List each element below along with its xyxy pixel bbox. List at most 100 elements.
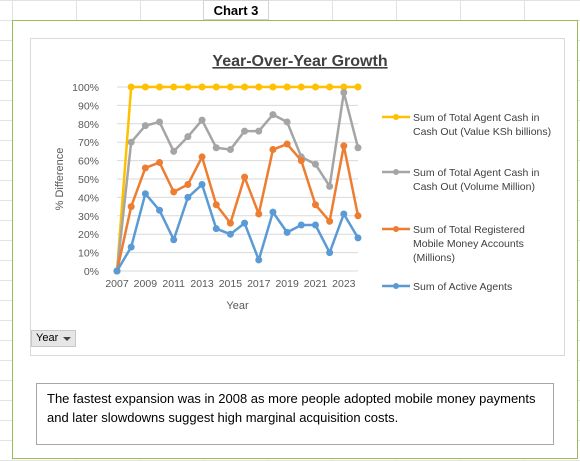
year-filter-button[interactable]: Year xyxy=(31,330,76,347)
series-line xyxy=(115,183,360,272)
data-point xyxy=(127,203,135,211)
data-point xyxy=(198,116,206,124)
legend-marker xyxy=(393,226,399,232)
data-point xyxy=(170,188,178,196)
data-point xyxy=(326,83,334,91)
data-point xyxy=(255,256,263,264)
chart-label-cell[interactable]: Chart 3 xyxy=(203,0,269,20)
data-point xyxy=(212,83,220,91)
data-point xyxy=(269,83,277,91)
data-point xyxy=(241,127,249,135)
x-tick-label: 2013 xyxy=(190,278,214,290)
x-tick-label: 2021 xyxy=(304,278,328,290)
x-tick-label: 2015 xyxy=(219,278,243,290)
x-axis-label: Year xyxy=(226,300,249,312)
data-point xyxy=(283,228,291,236)
data-point xyxy=(226,219,234,227)
y-tick-label: 70% xyxy=(78,137,99,149)
data-point xyxy=(156,206,164,214)
y-tick-label: 90% xyxy=(78,100,99,112)
y-tick-label: 10% xyxy=(78,248,99,260)
y-tick-label: 20% xyxy=(78,229,99,241)
dropdown-arrow-icon xyxy=(63,337,71,341)
data-point xyxy=(340,89,348,97)
data-point xyxy=(226,146,234,154)
data-point xyxy=(212,225,220,233)
data-point xyxy=(354,234,362,242)
line-chart: Year-Over-Year Growth 0% 10% 20% 30% 40% 50% 60… xyxy=(54,53,551,312)
y-tick-label: 80% xyxy=(78,119,99,131)
data-point xyxy=(184,133,192,141)
data-point xyxy=(198,153,206,161)
data-point xyxy=(241,173,249,181)
x-tick-label: 2017 xyxy=(247,278,271,290)
data-point xyxy=(354,144,362,152)
legend-marker xyxy=(393,114,399,120)
y-tick-label: 40% xyxy=(78,192,99,204)
y-tick-label: 100% xyxy=(72,82,99,94)
data-point xyxy=(156,83,164,91)
data-point xyxy=(311,83,319,91)
data-point xyxy=(269,111,277,119)
data-point xyxy=(311,201,319,209)
data-point xyxy=(326,182,334,190)
legend-marker xyxy=(393,169,399,175)
data-point xyxy=(156,118,164,126)
data-point xyxy=(226,83,234,91)
data-point xyxy=(269,146,277,154)
data-point xyxy=(127,138,135,146)
x-tick-label: 2009 xyxy=(134,278,158,290)
data-point xyxy=(156,158,164,166)
chart-frame: Year-Over-Year Growth 0% 10% 20% 30% 40% 50% 60… xyxy=(30,38,565,356)
data-point xyxy=(141,190,149,198)
x-tick-label: 2011 xyxy=(162,278,185,290)
data-point xyxy=(255,127,263,135)
data-point xyxy=(326,249,334,257)
y-tick-label: 0% xyxy=(84,266,99,278)
data-point xyxy=(184,193,192,201)
chart-area[interactable]: Year-Over-Year Growth 0% 10% 20% 30% 40% 50% 60… xyxy=(12,20,578,459)
data-point xyxy=(255,83,263,91)
commentary-textbox[interactable]: The fastest expansion was in 2008 as mor… xyxy=(36,383,554,445)
data-point xyxy=(297,157,305,165)
data-point xyxy=(340,142,348,150)
data-point xyxy=(141,83,149,91)
x-tick-label: 2019 xyxy=(275,278,299,290)
data-point xyxy=(198,181,206,189)
data-point xyxy=(127,83,135,91)
legend-label: Sum of Active Agents xyxy=(413,281,512,293)
data-point xyxy=(198,83,206,91)
data-point xyxy=(113,267,121,275)
data-point xyxy=(311,160,319,168)
x-tick-label: 2007 xyxy=(105,278,129,290)
data-point xyxy=(127,243,135,251)
data-point xyxy=(141,164,149,172)
data-point xyxy=(170,83,178,91)
data-point xyxy=(283,118,291,126)
data-point xyxy=(184,83,192,91)
data-point xyxy=(340,210,348,218)
series-line xyxy=(115,142,360,272)
data-point xyxy=(283,83,291,91)
data-point xyxy=(141,122,149,130)
data-point xyxy=(297,221,305,229)
data-point xyxy=(326,217,334,225)
y-tick-label: 60% xyxy=(78,156,99,168)
data-point xyxy=(269,208,277,216)
data-point xyxy=(354,212,362,220)
data-point xyxy=(241,219,249,227)
data-point xyxy=(226,230,234,238)
series-line xyxy=(115,91,360,272)
data-point xyxy=(283,140,291,148)
y-tick-label: 30% xyxy=(78,211,99,223)
legend-marker xyxy=(393,283,399,289)
year-filter-label: Year xyxy=(36,332,59,344)
y-axis-label: % Difference xyxy=(54,148,66,211)
data-point xyxy=(212,144,220,152)
data-point xyxy=(170,236,178,244)
data-point xyxy=(255,210,263,218)
data-point xyxy=(354,83,362,91)
y-tick-label: 50% xyxy=(78,174,99,186)
data-point xyxy=(241,83,249,91)
legend-label: Sum of Total Agent Cash in Cash Out (Valu… xyxy=(413,112,551,138)
